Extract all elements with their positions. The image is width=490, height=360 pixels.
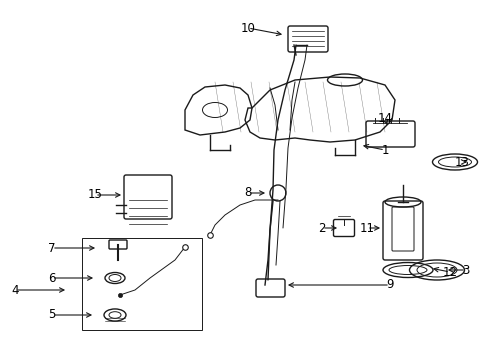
Text: 2: 2 <box>318 221 326 234</box>
Text: 7: 7 <box>48 242 56 255</box>
Text: 15: 15 <box>88 189 102 202</box>
Text: 4: 4 <box>11 284 19 297</box>
Text: 3: 3 <box>462 264 470 276</box>
Text: 9: 9 <box>386 279 394 292</box>
Text: 1: 1 <box>381 144 389 157</box>
Bar <box>82 238 202 330</box>
Text: 14: 14 <box>377 112 392 125</box>
Text: 8: 8 <box>245 186 252 199</box>
Text: 13: 13 <box>455 156 469 168</box>
Text: 5: 5 <box>49 309 56 321</box>
Text: 6: 6 <box>48 271 56 284</box>
Text: 12: 12 <box>442 266 458 279</box>
Text: 11: 11 <box>360 221 374 234</box>
Text: 10: 10 <box>241 22 255 35</box>
